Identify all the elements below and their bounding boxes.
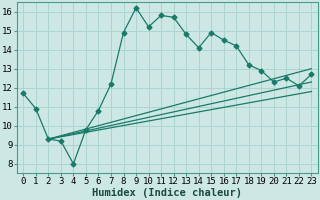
X-axis label: Humidex (Indice chaleur): Humidex (Indice chaleur)	[92, 188, 242, 198]
